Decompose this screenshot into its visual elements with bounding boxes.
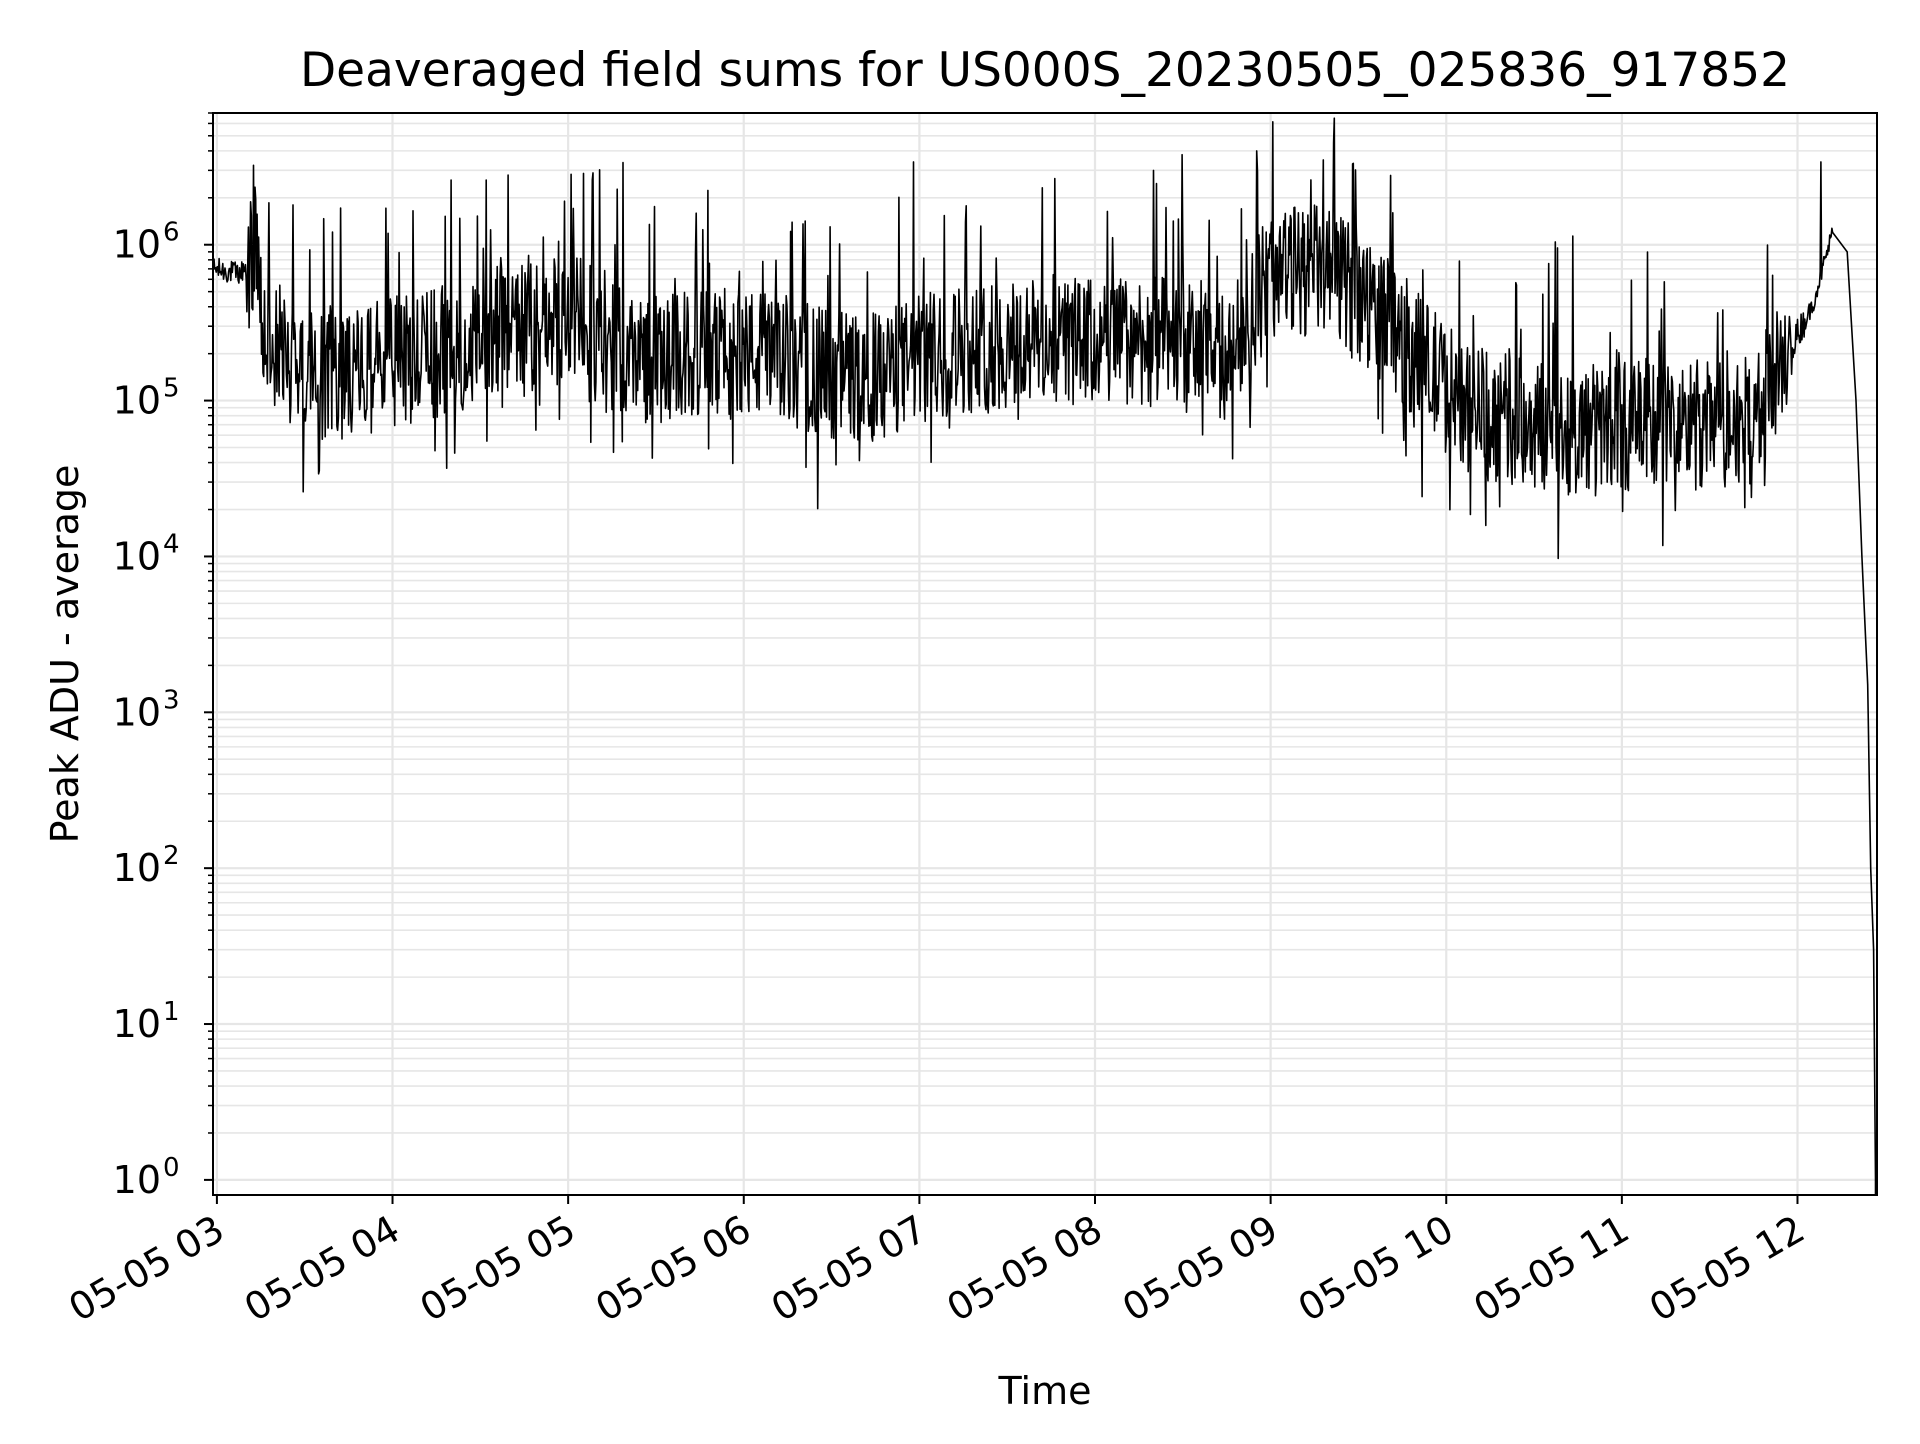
- y-tick-exponent: 3: [163, 685, 180, 715]
- series-group: [213, 117, 1877, 1195]
- y-axis-label: Peak ADU - average: [43, 465, 87, 844]
- x-axis-label: Time: [998, 1369, 1092, 1413]
- y-tick-label: 10: [113, 846, 161, 890]
- y-tick-exponent: 4: [163, 529, 180, 559]
- y-tick-exponent: 6: [163, 218, 180, 248]
- y-tick-label: 10: [113, 690, 161, 734]
- y-tick-label: 10: [113, 1158, 161, 1202]
- y-tick-label: 10: [113, 223, 161, 267]
- chart-title: Deaveraged field sums for US000S_2023050…: [300, 43, 1790, 98]
- grid-lines: [213, 112, 1877, 1195]
- y-tick-label: 10: [113, 534, 161, 578]
- series-line: [213, 117, 1877, 1195]
- plot-frame: [212, 112, 1878, 1196]
- y-tick-exponent: 1: [163, 997, 180, 1027]
- y-tick-exponent: 5: [163, 374, 180, 404]
- y-tick-label: 10: [113, 379, 161, 423]
- y-tick-exponent: 2: [163, 841, 180, 871]
- y-tick-exponent: 0: [163, 1153, 180, 1183]
- y-tick-label: 10: [113, 1002, 161, 1046]
